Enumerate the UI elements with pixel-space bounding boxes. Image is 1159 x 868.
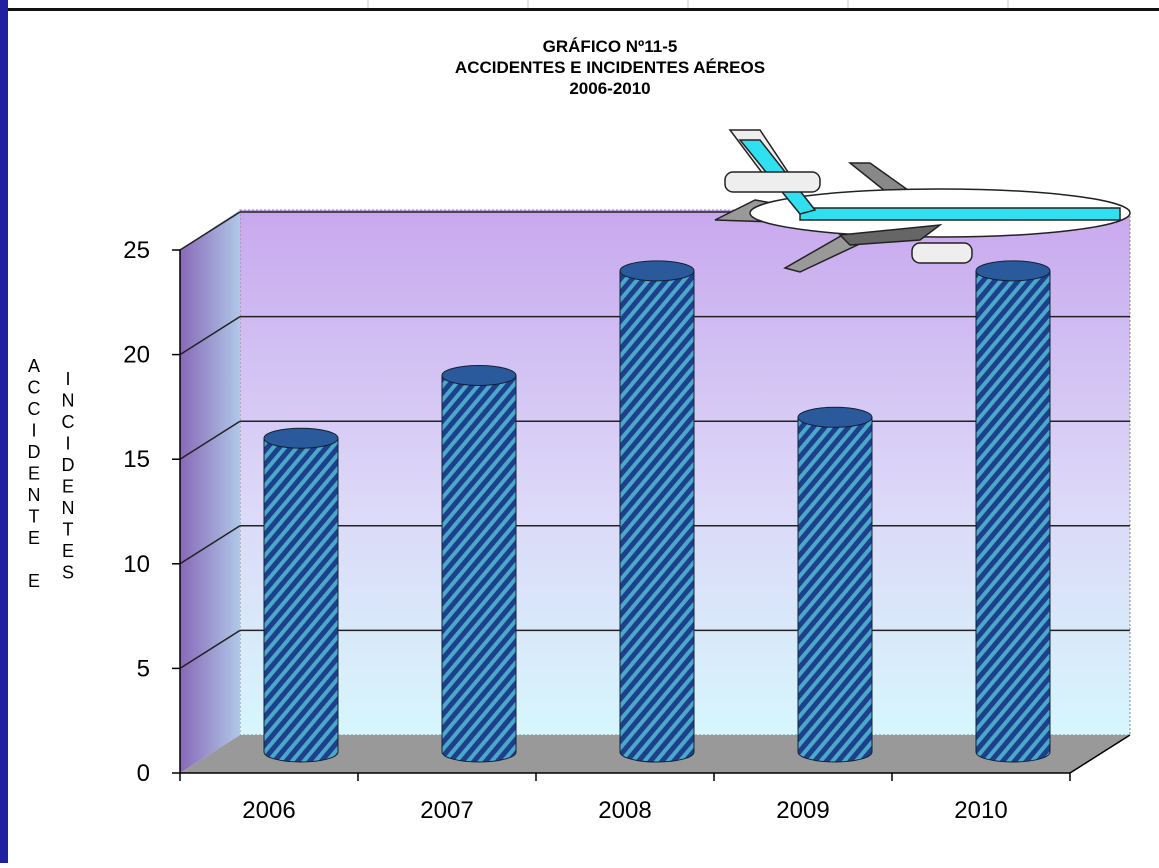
grid-line (179, 315, 241, 356)
y-tick-label: 25 (123, 237, 150, 264)
grid-line (179, 420, 241, 460)
chart-title: GRÁFICO Nº11-5 (543, 37, 678, 56)
bar-top (441, 364, 517, 386)
y-tick-label: 15 (123, 446, 150, 473)
bar (797, 406, 873, 763)
bar (975, 260, 1051, 763)
x-tick-label: 2006 (242, 797, 295, 824)
bar-body (619, 270, 695, 763)
bar-body (441, 374, 517, 763)
airplane-illustration (714, 129, 1131, 273)
bar-top (797, 406, 873, 428)
x-tick-label: 2007 (420, 797, 473, 824)
side-wall (180, 210, 240, 773)
y-tick-label: 20 (123, 342, 150, 369)
x-tick-label: 2008 (598, 797, 651, 824)
x-tick-label: 2009 (776, 797, 829, 824)
grid-line (179, 211, 241, 251)
title: GRÁFICO Nº11-5 ACCIDENTES E INCIDENTES AÉ… (455, 37, 765, 98)
chart-title: 2006-2010 (569, 79, 650, 98)
bar (619, 260, 695, 763)
bar-top (975, 260, 1051, 282)
y-tick-label: 10 (123, 551, 150, 578)
bar-body (797, 416, 873, 763)
selection-edge (0, 0, 8, 863)
grid-line (179, 629, 241, 670)
chart-title: ACCIDENTES E INCIDENTES AÉREOS (455, 58, 765, 77)
bar-body (975, 270, 1051, 763)
bar-body (263, 437, 339, 763)
x-tick-label: 2010 (954, 797, 1007, 824)
chart-border (0, 8, 1159, 11)
bar-top (619, 260, 695, 282)
bar (263, 427, 339, 763)
cell-lines (367, 0, 1009, 8)
y-tick-label: 5 (137, 655, 150, 682)
bar-top (263, 427, 339, 449)
y-tick-label: 0 (137, 760, 150, 787)
x-axis-depth (1069, 734, 1131, 774)
bar (441, 364, 517, 763)
grid-line (179, 525, 241, 565)
